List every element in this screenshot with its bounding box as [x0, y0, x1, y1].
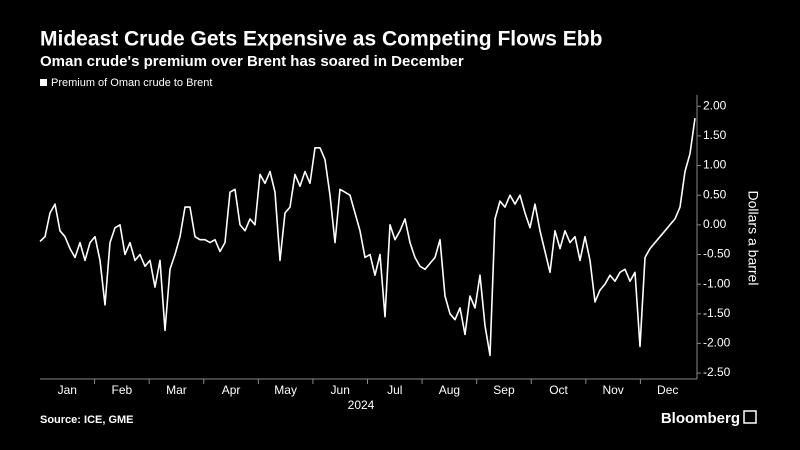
x-tick-label: Dec — [657, 383, 678, 397]
x-tick-label: May — [274, 383, 297, 397]
chart-title: Mideast Crude Gets Expensive as Competin… — [40, 28, 602, 51]
x-tick-label: Aug — [439, 383, 460, 397]
y-tick-label: -0.50 — [703, 247, 731, 261]
x-tick-label: Jun — [331, 383, 350, 397]
y-tick-label: -1.00 — [703, 276, 731, 290]
y-tick-label: -1.50 — [703, 306, 731, 320]
x-tick-label: Jan — [58, 383, 77, 397]
y-tick-label: -2.50 — [703, 365, 731, 379]
y-tick-label: 0.50 — [703, 187, 727, 201]
x-tick-label: Sep — [493, 383, 515, 397]
x-axis-label: 2024 — [348, 398, 375, 412]
x-tick-label: Jul — [387, 383, 402, 397]
y-tick-label: 0.00 — [703, 217, 727, 231]
y-tick-label: 2.00 — [703, 98, 727, 112]
y-tick-label: 1.50 — [703, 128, 727, 142]
brand: Bloomberg — [661, 410, 740, 427]
source: Source: ICE, GME — [40, 414, 134, 426]
y-tick-label: 1.00 — [703, 158, 727, 172]
chart-subtitle: Oman crude's premium over Brent has soar… — [40, 53, 464, 70]
brand-icon — [743, 410, 757, 424]
legend-label: Premium of Oman crude to Brent — [51, 77, 212, 89]
y-tick-label: -2.00 — [703, 336, 731, 350]
x-tick-label: Apr — [222, 383, 241, 397]
x-tick-label: Oct — [549, 383, 568, 397]
x-tick-label: Feb — [112, 383, 133, 397]
x-tick-label: Mar — [166, 383, 187, 397]
data-line — [39, 117, 696, 357]
y-axis-label: Dollars a barrel — [745, 191, 761, 286]
legend-swatch — [40, 79, 47, 86]
x-tick-label: Nov — [602, 383, 623, 397]
